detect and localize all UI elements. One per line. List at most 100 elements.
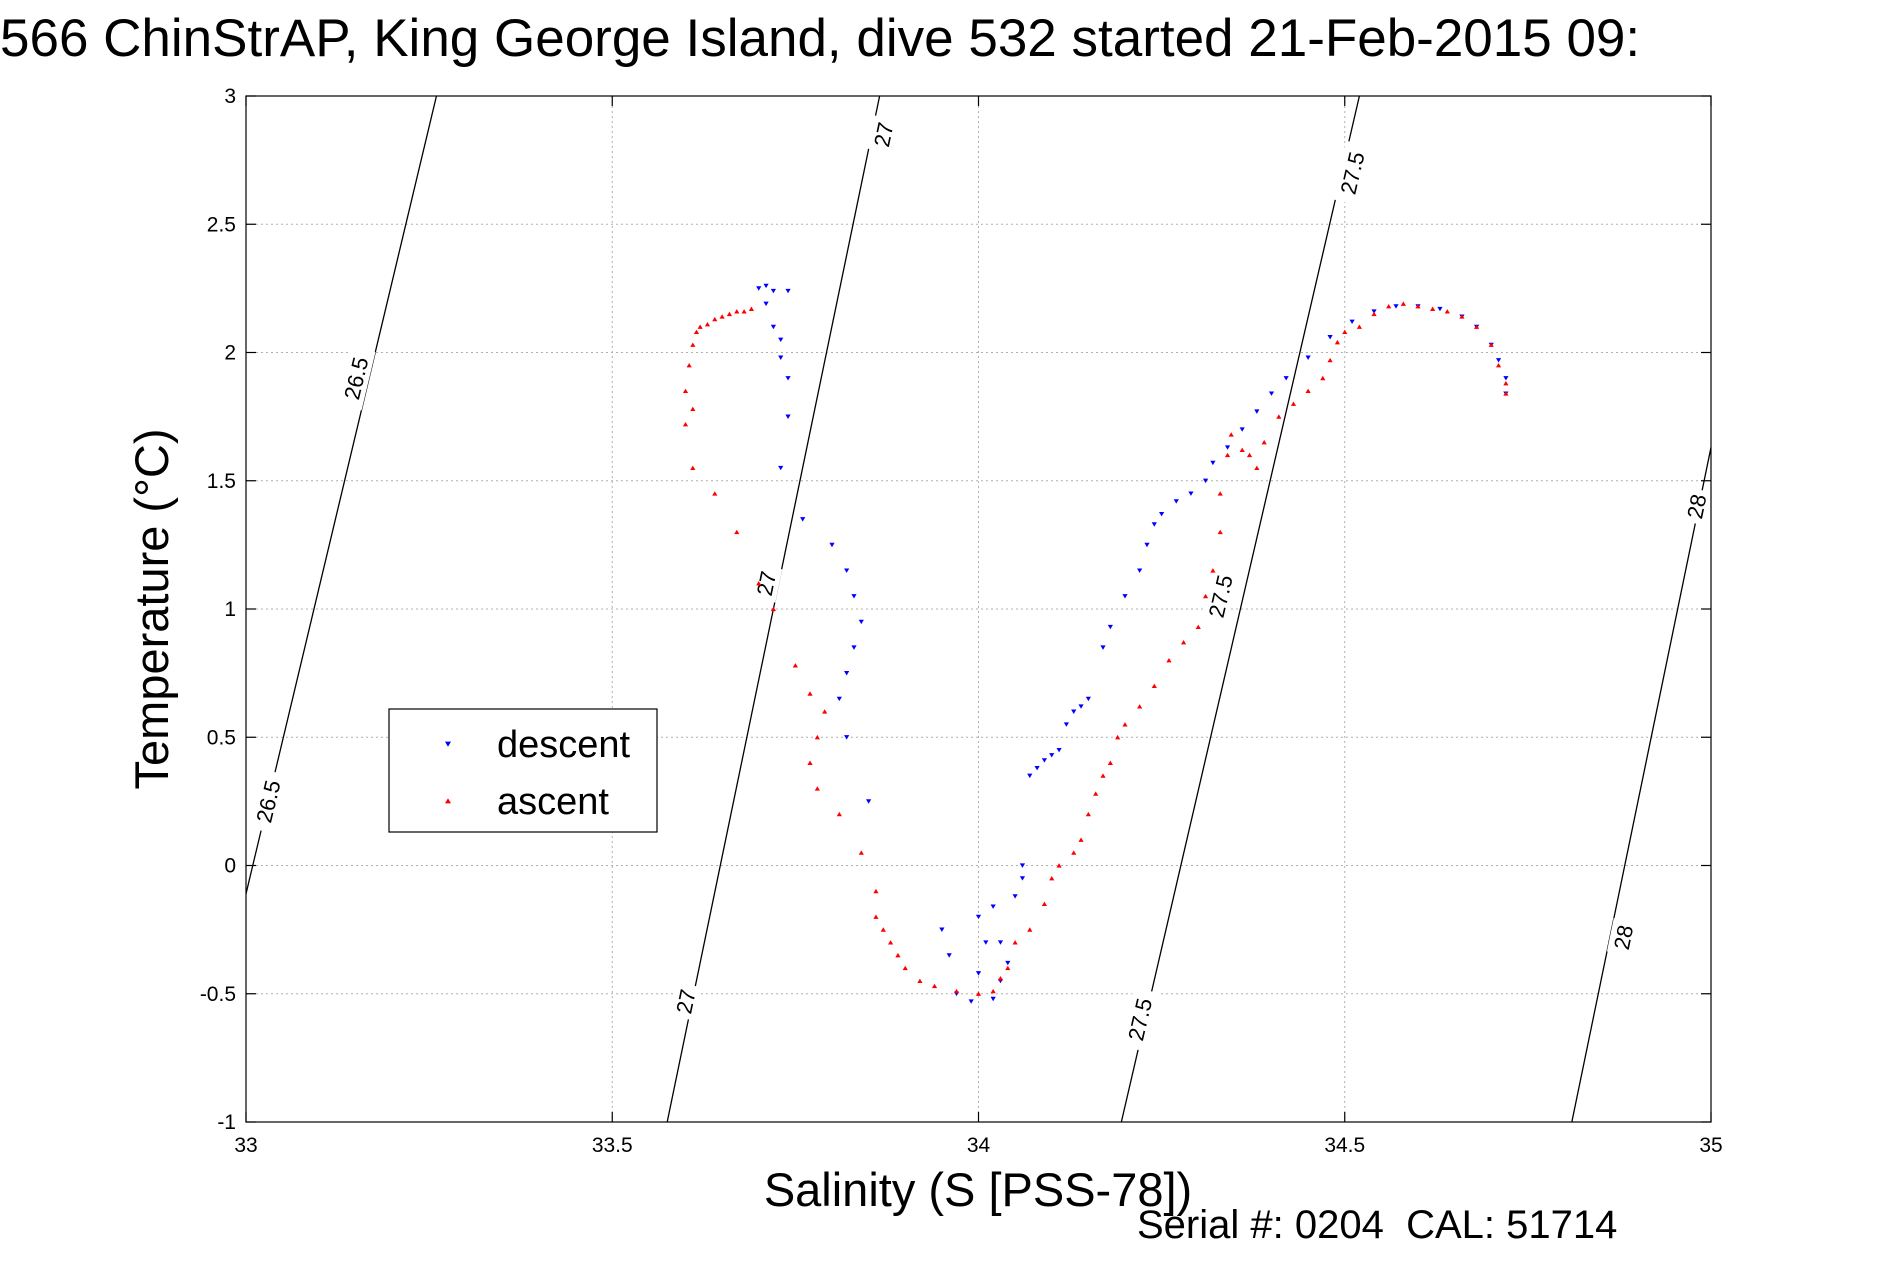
- ascent-point: [836, 811, 842, 817]
- ascent-point: [880, 927, 886, 932]
- descent-point: [1224, 445, 1231, 450]
- ascent-point: [1430, 306, 1436, 311]
- ascent-point: [1049, 875, 1055, 881]
- ascent-point: [902, 965, 908, 971]
- descent-point: [778, 337, 784, 343]
- contour-label-bg: [1606, 918, 1640, 957]
- ascent-point: [1261, 439, 1267, 445]
- descent-point: [851, 645, 857, 650]
- descent-point: [836, 696, 842, 702]
- x-tick-label: 35: [1699, 1134, 1722, 1157]
- y-tick-label: 2: [224, 342, 236, 365]
- descent-point: [1056, 747, 1062, 753]
- ascent-point: [1005, 965, 1011, 971]
- descent-point: [1151, 522, 1157, 527]
- descent-point: [939, 927, 945, 932]
- ascent-point: [807, 760, 813, 765]
- ascent-point: [690, 465, 696, 471]
- footer-serial-cal: Serial #: 0204 CAL: 51714: [1137, 1203, 1617, 1248]
- descent-point: [997, 940, 1004, 945]
- ascent-point: [1503, 380, 1509, 386]
- ascent-point: [1041, 901, 1048, 907]
- ascent-point: [1100, 773, 1106, 778]
- chart-title: 566 ChinStrAP, King George Island, dive …: [0, 9, 1641, 68]
- ascent-point: [931, 983, 938, 989]
- descent-point: [975, 971, 982, 976]
- ascent-point: [1386, 303, 1392, 309]
- descent-point: [785, 414, 791, 419]
- ascent-point: [807, 691, 813, 696]
- descent-point: [851, 594, 857, 599]
- descent-point: [844, 735, 850, 740]
- ascent-point: [1444, 309, 1450, 314]
- serial-label: Serial #:: [1137, 1203, 1284, 1247]
- ascent-point: [1305, 388, 1311, 394]
- descent-point: [990, 996, 996, 1002]
- ascent-point: [895, 952, 901, 958]
- descent-point: [1173, 499, 1179, 504]
- descent-point: [858, 619, 864, 625]
- contour-label-bg: [248, 769, 288, 834]
- descent-point: [1137, 568, 1143, 573]
- contour-label-bg: [1120, 987, 1160, 1052]
- contour-label: 27.5: [1123, 996, 1157, 1043]
- ascent-point: [1210, 568, 1216, 573]
- descent-point: [1100, 645, 1106, 650]
- ascent-point: [1093, 791, 1099, 796]
- grid-lines: [246, 96, 1711, 1122]
- x-tick-label: 34: [967, 1134, 991, 1157]
- ascent-point: [1495, 362, 1502, 368]
- descent-point: [1495, 358, 1502, 363]
- descent-point: [1283, 376, 1289, 381]
- ascent-point: [1085, 811, 1091, 817]
- descent-point: [1254, 409, 1260, 414]
- ascent-point: [1320, 375, 1326, 381]
- ascent-point: [1224, 452, 1231, 458]
- descent-point: [1159, 512, 1165, 517]
- y-tick-label: 0: [224, 855, 236, 878]
- legend-label-ascent: ascent: [497, 781, 609, 823]
- contour-label: 28: [1682, 492, 1711, 521]
- contour-label-bg: [336, 345, 376, 411]
- descent-point: [1327, 335, 1333, 340]
- descent-point: [1078, 704, 1084, 709]
- descent-point: [1027, 773, 1033, 779]
- ascent-point: [770, 606, 776, 612]
- descent-point: [1071, 709, 1077, 714]
- descent-point: [778, 355, 784, 360]
- descent-point: [763, 283, 769, 289]
- ascent-point: [682, 388, 689, 394]
- ascent-point: [814, 734, 820, 740]
- descent-point: [1393, 304, 1399, 309]
- ascent-point: [1195, 624, 1201, 630]
- y-tick-label: 1: [224, 598, 236, 621]
- descent-point: [785, 288, 791, 294]
- ascent-point: [1276, 414, 1282, 419]
- ascent-point: [1254, 465, 1260, 471]
- ascent-point: [888, 940, 894, 945]
- ascent-point: [1400, 301, 1406, 306]
- ascent-point: [1228, 432, 1234, 437]
- ascent-point: [1151, 683, 1157, 689]
- descent-point: [844, 671, 850, 676]
- x-axis-label: Salinity (S [PSS-78]): [764, 1163, 1192, 1216]
- y-axis-label: Temperature (°C): [125, 429, 178, 790]
- ascent-point: [748, 306, 755, 311]
- descent-point: [1041, 758, 1048, 763]
- y-tick-label: 0.5: [207, 726, 236, 749]
- contour-label: 26.5: [339, 355, 373, 402]
- ascent-point: [1415, 303, 1421, 309]
- descent-point: [1202, 478, 1209, 484]
- ascent-point: [792, 663, 798, 668]
- descent-point: [844, 568, 850, 573]
- descent-point: [1122, 594, 1128, 599]
- ascent-point: [990, 988, 996, 994]
- ascent-point: [814, 786, 820, 791]
- y-tick-label: -0.5: [200, 983, 236, 1006]
- contour-label: 27.5: [1204, 573, 1238, 620]
- ascent-point: [917, 978, 923, 984]
- series-descent: [756, 283, 1509, 1004]
- ascent-point: [873, 914, 879, 919]
- ascent-point: [1027, 927, 1033, 932]
- descent-point: [770, 288, 776, 294]
